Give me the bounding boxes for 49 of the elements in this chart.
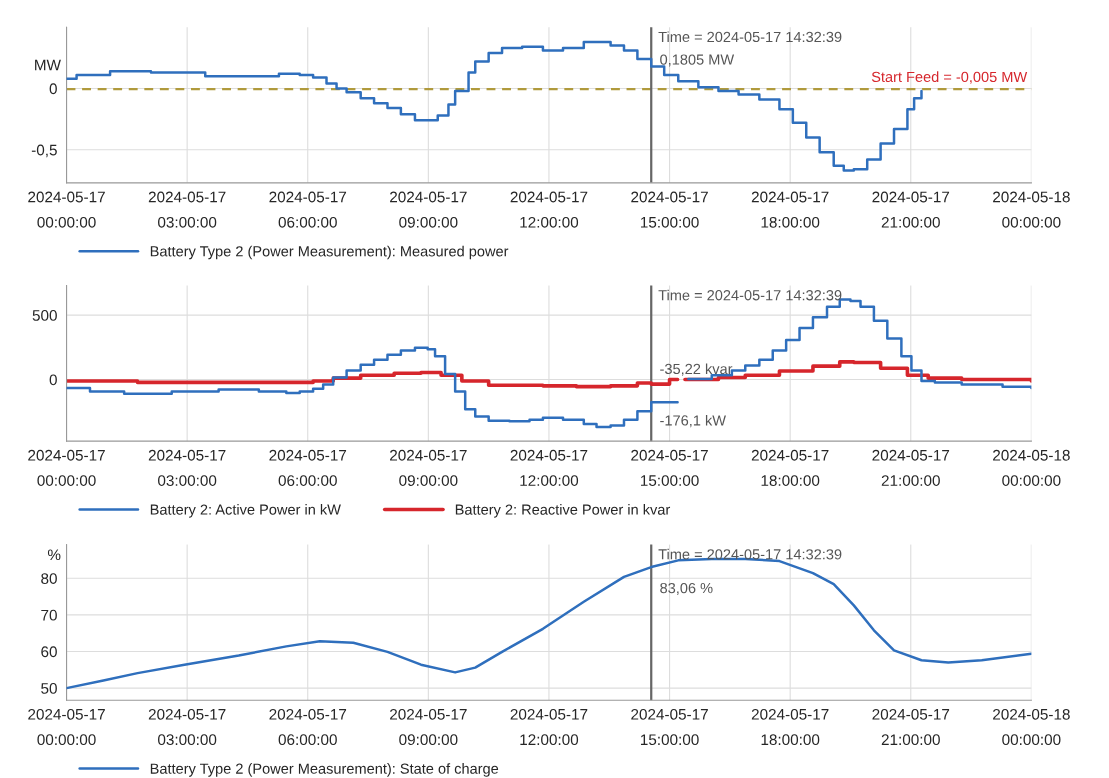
x-tick-label: 2024-05-17 03:00:00 bbox=[148, 708, 226, 746]
y-tick-label: 0 bbox=[49, 83, 57, 95]
x-tick-label: 2024-05-17 12:00:00 bbox=[510, 191, 588, 228]
y-tick-label: 80 bbox=[41, 573, 57, 584]
x-tick-label: 2024-05-17 12:00:00 bbox=[510, 449, 588, 486]
ref-line-label: Time = 2024-05-17 14:32:39 bbox=[658, 289, 842, 301]
y-tick-label: 0 bbox=[49, 374, 57, 386]
x-tick-label: 2024-05-18 00:00:00 bbox=[993, 191, 1070, 228]
y-tick-label: 50 bbox=[41, 682, 57, 694]
x-tick-label: 2024-05-17 03:00:00 bbox=[148, 191, 226, 228]
ref-line-label: Time = 2024-05-17 14:32:39 bbox=[658, 31, 842, 43]
legend-label: Battery 2: Reactive Power in kvar bbox=[455, 504, 671, 518]
x-tick-label: 2024-05-17 00:00:00 bbox=[28, 191, 105, 228]
x-tick-label: 2024-05-17 18:00:00 bbox=[751, 708, 829, 746]
x-tick-label: 2024-05-17 09:00:00 bbox=[390, 191, 467, 228]
ref-line-label: Time = 2024-05-17 14:32:39 bbox=[658, 548, 842, 560]
x-tick-label: 2024-05-17 21:00:00 bbox=[872, 191, 950, 228]
annotation: 0,1805 MW bbox=[660, 54, 735, 67]
legend-label: Battery Type 2 (Power Measurement): State of charge bbox=[150, 763, 499, 777]
y-tick-label: 500 bbox=[32, 310, 57, 321]
ref-line-label: Start Feed = -0,005 MW bbox=[871, 71, 1028, 84]
x-tick-label: 2024-05-17 15:00:00 bbox=[631, 708, 708, 746]
y-tick-label: -0,5 bbox=[31, 144, 57, 158]
x-tick-label: 2024-05-17 21:00:00 bbox=[872, 708, 950, 746]
y-axis-title: MW bbox=[35, 59, 61, 71]
x-tick-label: 2024-05-17 00:00:00 bbox=[28, 708, 105, 746]
x-tick-label: 2024-05-18 00:00:00 bbox=[993, 708, 1070, 746]
annotation: -35,22 kvar bbox=[660, 363, 733, 376]
legend-label: Battery 2: Active Power in kW bbox=[150, 504, 341, 518]
x-tick-label: 2024-05-17 12:00:00 bbox=[510, 708, 588, 746]
x-tick-label: 2024-05-17 18:00:00 bbox=[751, 191, 829, 228]
x-tick-label: 2024-05-17 15:00:00 bbox=[631, 449, 708, 486]
y-axis-title: % bbox=[47, 549, 61, 561]
x-tick-label: 2024-05-17 03:00:00 bbox=[148, 449, 226, 486]
x-tick-label: 2024-05-17 06:00:00 bbox=[269, 191, 347, 228]
x-tick-label: 2024-05-17 06:00:00 bbox=[269, 708, 347, 746]
x-tick-label: 2024-05-17 06:00:00 bbox=[269, 449, 347, 486]
x-tick-label: 2024-05-17 18:00:00 bbox=[751, 449, 829, 486]
annotation: 83,06 % bbox=[660, 582, 713, 595]
x-tick-label: 2024-05-17 09:00:00 bbox=[390, 449, 467, 486]
y-tick-label: 60 bbox=[41, 646, 57, 658]
x-tick-label: 2024-05-17 09:00:00 bbox=[390, 708, 467, 746]
x-tick-label: 2024-05-17 21:00:00 bbox=[872, 449, 950, 486]
x-tick-label: 2024-05-17 00:00:00 bbox=[28, 449, 105, 486]
legend-label: Battery Type 2 (Power Measurement): Measured power bbox=[150, 245, 509, 260]
x-tick-label: 2024-05-17 15:00:00 bbox=[631, 191, 708, 228]
y-tick-label: 70 bbox=[41, 609, 57, 621]
annotation: -176,1 kW bbox=[660, 414, 726, 428]
x-tick-label: 2024-05-18 00:00:00 bbox=[993, 449, 1070, 486]
